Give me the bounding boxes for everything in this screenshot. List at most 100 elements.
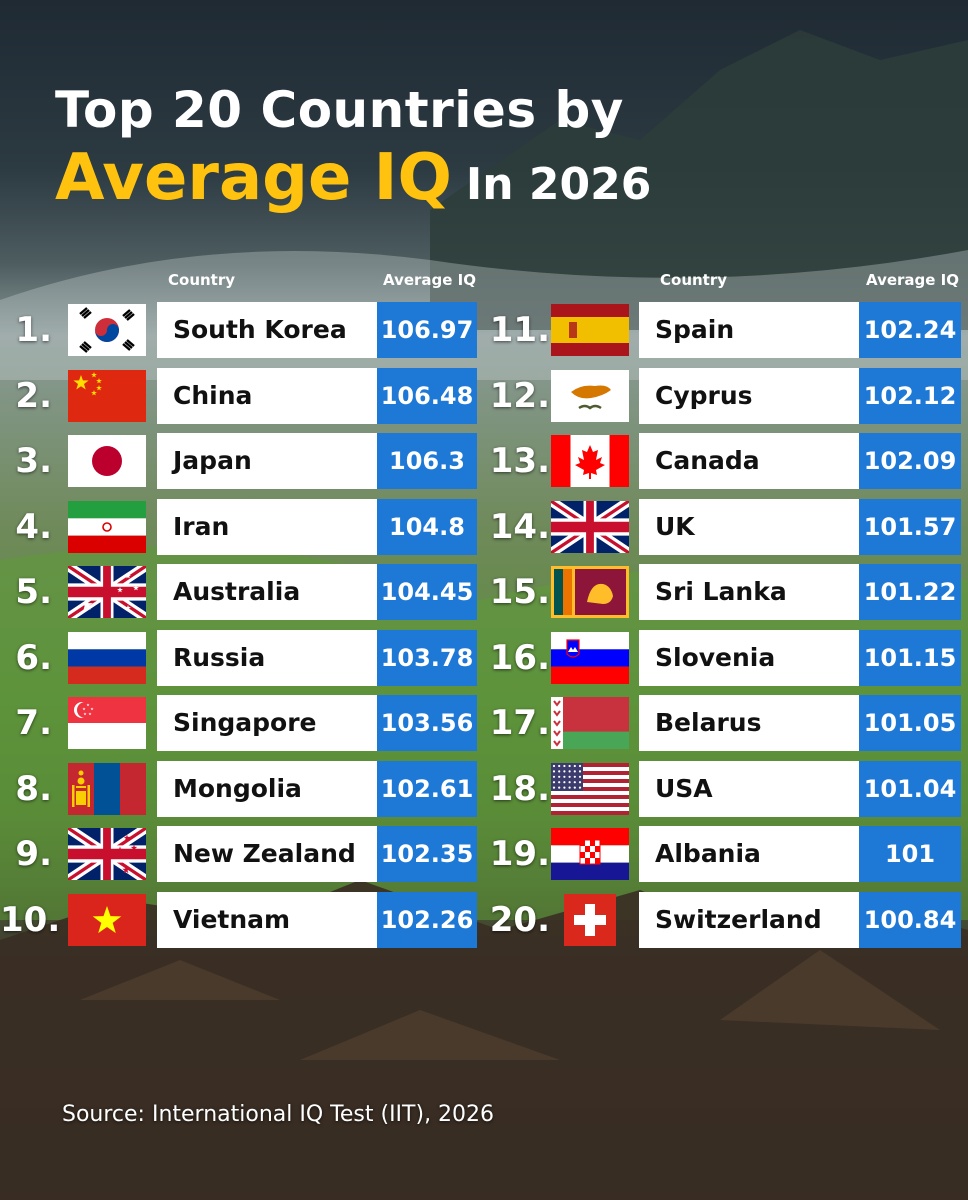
table-row: 5. Australia 104.45 (0, 564, 968, 620)
rank-label: 18. (489, 768, 550, 809)
iq-value: 102.09 (859, 433, 961, 489)
chart-title-accent: Average IQ (55, 141, 452, 215)
south-korea-flag (68, 304, 146, 356)
country-name: South Korea (157, 302, 377, 358)
rank-label: 14. (489, 506, 550, 547)
country-name: China (157, 367, 377, 424)
table-row: 2. China 106.48 (0, 367, 968, 424)
country-name: Slovenia (639, 629, 859, 686)
table-row: 10. Vietnam 102.26 (0, 891, 968, 948)
singapore-flag (68, 697, 146, 749)
iq-value: 101.57 (859, 498, 961, 555)
iq-value: 102.24 (859, 302, 961, 358)
iq-value: 101.05 (859, 695, 961, 751)
iq-value: 104.8 (377, 498, 477, 555)
country-name: Australia (157, 564, 377, 620)
iq-value: 101.22 (859, 564, 961, 620)
switzerland-flag (564, 893, 616, 946)
rank-label: 12. (489, 375, 550, 416)
canada-flag (551, 435, 629, 487)
rank-label: 15. (489, 572, 550, 612)
table-row: 9. New Zealand 102.35 (0, 826, 968, 882)
rank-label: 1. (15, 310, 52, 350)
iran-flag (68, 500, 146, 553)
rank-label: 17. (489, 703, 550, 743)
table-row: 14. UK 101.57 (0, 498, 968, 555)
iq-value: 103.78 (377, 629, 477, 686)
table-row: 19. Albania 101 (0, 826, 968, 882)
table-row: 1. South Korea 106.97 (0, 302, 968, 358)
country-name: Singapore (157, 695, 377, 751)
uk-flag (551, 500, 629, 553)
rank-label: 2. (15, 375, 52, 416)
japan-flag (68, 435, 146, 487)
table-row: 8. Mongolia 102.61 (0, 760, 968, 817)
country-name: UK (639, 498, 859, 555)
new-zealand-flag (68, 828, 146, 880)
country-name: Cyprus (639, 367, 859, 424)
iq-value: 101.15 (859, 629, 961, 686)
rank-label: 10. (0, 899, 61, 940)
rank-label: 3. (15, 441, 52, 481)
croatia-flag (551, 828, 629, 880)
rank-label: 20. (489, 899, 550, 940)
belarus-flag (551, 697, 629, 749)
iq-value: 101.04 (859, 760, 961, 817)
iq-value: 102.61 (377, 760, 477, 817)
iq-value: 106.3 (377, 433, 477, 489)
slovenia-flag (551, 631, 629, 684)
country-name: Belarus (639, 695, 859, 751)
russia-flag (68, 631, 146, 684)
iq-value: 100.84 (859, 891, 961, 948)
country-name: Sri Lanka (639, 564, 859, 620)
iq-value: 104.45 (377, 564, 477, 620)
country-name: Japan (157, 433, 377, 489)
table-row: 13. Canada 102.09 (0, 433, 968, 489)
country-name: Russia (157, 629, 377, 686)
iq-value: 102.35 (377, 826, 477, 882)
source-note: Source: International IQ Test (IIT), 202… (62, 1102, 495, 1127)
iq-value: 103.56 (377, 695, 477, 751)
column-header-country-left: Country (168, 271, 236, 289)
rank-label: 13. (489, 441, 550, 481)
country-name: Switzerland (639, 891, 859, 948)
sri-lanka-flag (551, 566, 629, 618)
spain-flag (551, 304, 629, 356)
cyprus-flag (551, 369, 629, 422)
table-row: 18. USA 101.04 (0, 760, 968, 817)
table-row: 17. Belarus 101.05 (0, 695, 968, 751)
iq-value: 101 (859, 826, 961, 882)
rank-label: 7. (15, 703, 52, 743)
rank-label: 5. (15, 572, 52, 612)
country-name: Vietnam (157, 891, 377, 948)
iq-value: 102.12 (859, 367, 961, 424)
iq-value: 106.48 (377, 367, 477, 424)
vietnam-flag (68, 893, 146, 946)
country-name: Spain (639, 302, 859, 358)
rank-label: 4. (15, 506, 52, 547)
country-name: Canada (639, 433, 859, 489)
country-name: New Zealand (157, 826, 377, 882)
table-row: 3. Japan 106.3 (0, 433, 968, 489)
chart-title-line1: Top 20 Countries by (55, 81, 624, 139)
table-row: 16. Slovenia 101.15 (0, 629, 968, 686)
table-row: 4. Iran 104.8 (0, 498, 968, 555)
usa-flag (551, 762, 629, 815)
rank-label: 9. (15, 834, 52, 874)
mongolia-flag (68, 762, 146, 815)
table-row: 7. Singapore 103.56 (0, 695, 968, 751)
rank-label: 11. (489, 310, 550, 350)
iq-value: 106.97 (377, 302, 477, 358)
chart-title-suffix: In 2026 (465, 159, 652, 210)
country-name: Mongolia (157, 760, 377, 817)
table-row: 11. Spain 102.24 (0, 302, 968, 358)
rank-label: 16. (489, 637, 550, 678)
chart-title-line2: Average IQ In 2026 (55, 140, 651, 229)
iq-value: 102.26 (377, 891, 477, 948)
table-row: 20. Switzerland 100.84 (0, 891, 968, 948)
country-name: Albania (639, 826, 859, 882)
rank-label: 19. (489, 834, 550, 874)
table-row: 15. Sri Lanka 101.22 (0, 564, 968, 620)
column-header-value-right: Average IQ (866, 271, 960, 289)
table-row: 6. Russia 103.78 (0, 629, 968, 686)
